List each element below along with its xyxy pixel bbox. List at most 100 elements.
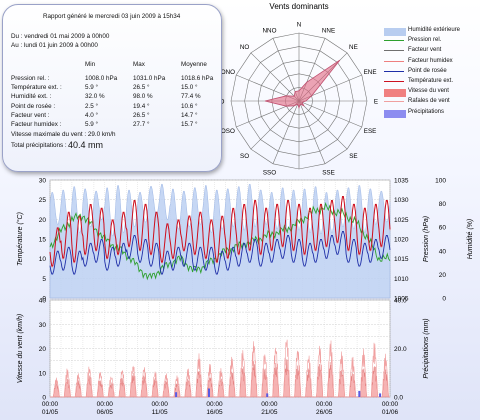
wind-rose-spoke (250, 100, 300, 150)
legend-label: Température ext. (408, 77, 454, 84)
stat-max: 27.7 ° (133, 121, 150, 128)
temp-axis-tick: 10 (39, 256, 47, 263)
legend-item: Facteur vent (384, 46, 480, 56)
legend-label: Point de rosée (408, 67, 447, 74)
humidity-axis-tick: 0 (442, 296, 446, 303)
time-axis-tick-time: 00:00 (97, 401, 114, 408)
wind-rose-direction-label: NE (349, 44, 358, 51)
legend-item: Température ext. (384, 77, 480, 87)
wind-axis-tick: 20 (39, 346, 47, 353)
col-avg-header: Moyenne (181, 61, 207, 68)
wind-rose-chart: Vents dominants N NNE NE ENE E ESE SE SSE S SSO SO O… (222, 2, 378, 177)
wind-rose-direction-label: N (297, 22, 302, 29)
humidity-axis-tick: 20 (439, 272, 447, 279)
time-axis-tick-time: 00:00 (206, 401, 223, 408)
wind-rose-direction-label: NNE (322, 27, 335, 34)
wind-axis-tick: 30 (39, 322, 47, 329)
stat-max: 1031.0 hPa (133, 75, 166, 82)
precipitation-bar (208, 388, 210, 397)
legend-label: Vitesse du vent (408, 88, 449, 95)
wind-rose-direction-label: ONO (222, 69, 235, 76)
wind-rose-direction-label: ESE (364, 128, 377, 135)
pressure-axis-tick: 1035 (394, 178, 409, 185)
rain-axis-tick: 40.0 (394, 298, 407, 305)
stat-min: 1008.0 hPa (85, 75, 118, 82)
time-axis-tick-time: 00:00 (261, 401, 278, 408)
legend-swatch (384, 60, 404, 62)
wind-rose-spoke (272, 100, 300, 164)
wind-rose-spoke (272, 38, 300, 102)
precipitation-bar (175, 392, 178, 397)
temp-axis-title: Température (°C) (16, 212, 24, 266)
legend-item: Précipitations (384, 108, 480, 118)
stat-label: Facteur vent : (11, 111, 50, 119)
legend-label: Pression rel. (408, 37, 442, 44)
legend-item: Point de rosée (384, 67, 480, 77)
time-axis-tick-time: 00:00 (316, 401, 333, 408)
wind-axis-title: Vitesse du vent (km/h) (17, 314, 24, 384)
time-axis-tick-date: 11/05 (152, 409, 168, 416)
time-axis-tick-date: 01/06 (382, 409, 399, 416)
rain-total-value: 40.4 mm (68, 139, 104, 150)
col-max-header: Max (133, 61, 145, 68)
wind-rose-series (264, 59, 341, 110)
wind-rose-title: Vents dominants (269, 2, 328, 11)
wind-rose-spoke (298, 100, 362, 128)
wind-rose-spoke (298, 100, 326, 164)
wind-rose-direction-label: NNO (263, 27, 277, 34)
wind-rose-direction-label: OSO (222, 128, 235, 135)
stat-min: 4.0 ° (85, 111, 99, 119)
temp-axis-tick: 0 (42, 296, 46, 303)
stat-label: Facteur humidex : (11, 121, 62, 128)
humidity-area (49, 183, 391, 299)
stat-min: 5.9 ° (85, 84, 99, 92)
legend-item: Rafales de vent (384, 97, 480, 107)
pressure-axis-tick: 1015 (394, 256, 409, 263)
legend-item: Facteur humidex (384, 57, 480, 67)
wind-rose-direction-label: SO (240, 153, 249, 160)
wind-rose-direction-label: S (297, 176, 301, 177)
pressure-axis-tick: 1005 (394, 296, 409, 303)
humidity-axis-tick: 100 (435, 178, 446, 185)
wind-axis-tick: 40 (39, 298, 47, 305)
temp-axis-tick: 20 (39, 217, 47, 224)
stat-max: 26.5 ° (133, 84, 150, 92)
pressure-axis-tick: 1020 (394, 237, 409, 244)
legend-swatch (384, 101, 404, 103)
stat-avg: 1018.6 hPa (181, 75, 214, 82)
pressure-axis-tick: 1030 (394, 197, 409, 204)
wind-axis-tick: 10 (39, 370, 47, 377)
wind-rose-direction-label: O (222, 99, 225, 106)
legend-swatch (384, 80, 404, 82)
time-axis-tick-date: 16/05 (206, 409, 223, 416)
stat-max: 98.0 % (133, 93, 153, 101)
time-axis-tick-date: 01/05 (42, 409, 59, 416)
temperature-line (49, 196, 391, 267)
legend-label: Facteur humidex (408, 57, 453, 64)
humidity-axis-tick: 40 (439, 248, 447, 255)
time-axis-tick-date: 26/05 (316, 409, 333, 416)
legend-label: Précipitations (408, 108, 445, 115)
temp-axis-tick: 25 (39, 197, 47, 204)
temp-axis-tick: 15 (39, 237, 47, 244)
wind-max-text: Vitesse maximale du vent : 29.0 km/h (11, 131, 116, 138)
stat-max: 26.5 ° (133, 111, 150, 119)
stat-avg: 10.6 ° (181, 102, 198, 110)
legend-label: Rafales de vent (408, 98, 450, 105)
dewpoint-line (49, 231, 391, 275)
stat-avg: 14.7 ° (181, 111, 198, 119)
period-from: Du : vendredi 01 mai 2009 à 00h00 (11, 33, 110, 40)
pressure-axis-tick: 1025 (394, 217, 409, 224)
humidity-axis-tick: 60 (439, 225, 447, 232)
stat-max: 19.4 ° (133, 102, 150, 110)
legend-swatch (384, 28, 406, 36)
col-min-header: Min (85, 61, 96, 68)
precipitation-bar (266, 393, 269, 397)
legend-item: Vitesse du vent (384, 87, 480, 98)
humidity-axis-title: Humidité (%) (467, 219, 474, 259)
legend: Humidité extérieure Pression rel. Facteur … (384, 26, 480, 118)
wind-rose-direction-label: SE (349, 153, 357, 160)
stat-avg: 15.7 ° (181, 121, 198, 128)
legend-item: Pression rel. (384, 36, 480, 46)
time-axis-tick-date: 06/05 (97, 409, 114, 416)
